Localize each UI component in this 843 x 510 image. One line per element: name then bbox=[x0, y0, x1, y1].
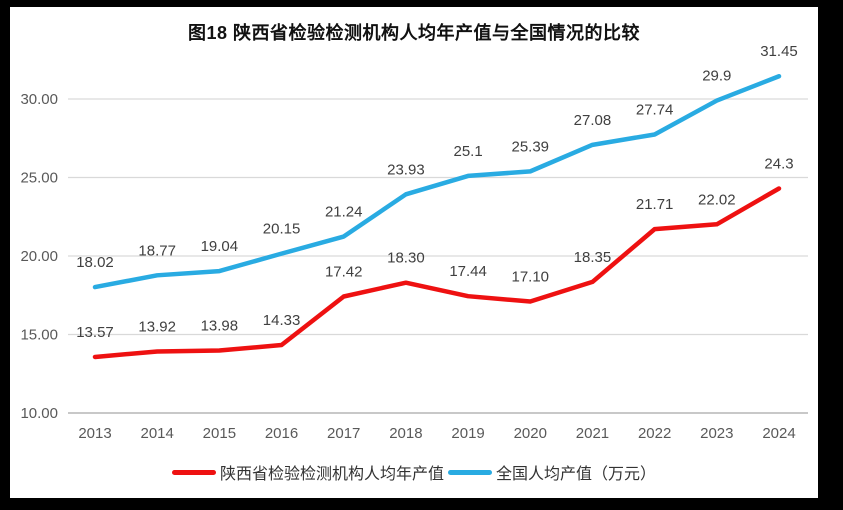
legend-item-national: 全国人均产值（万元） bbox=[448, 460, 656, 484]
chart-legend: 陕西省检验检测机构人均年产值 全国人均产值（万元） bbox=[10, 460, 818, 484]
data-label: 21.24 bbox=[325, 204, 363, 221]
line-chart-plot-area: 10.00 15.00 20.00 25.00 30.00 2013 2014 2015 201… bbox=[20, 43, 808, 442]
legend-item-shaanxi: 陕西省检验检测机构人均年产值 bbox=[171, 460, 444, 484]
y-tick-label: 15.00 bbox=[20, 327, 58, 344]
y-tick-label: 30.00 bbox=[20, 91, 58, 108]
data-label: 24.3 bbox=[764, 155, 793, 172]
data-label: 18.30 bbox=[387, 250, 425, 267]
x-tick-label: 2015 bbox=[203, 425, 236, 442]
data-label: 13.92 bbox=[138, 318, 176, 335]
x-tick-label: 2013 bbox=[78, 425, 111, 442]
data-label: 17.10 bbox=[511, 269, 549, 286]
legend-label-shaanxi: 陕西省检验检测机构人均年产值 bbox=[219, 466, 444, 483]
chart-title: 图18 陕西省检验检测机构人均年产值与全国情况的比较 bbox=[187, 23, 641, 43]
data-label: 20.15 bbox=[263, 221, 301, 238]
national-line-swatch-icon bbox=[448, 469, 492, 475]
y-tick-label: 10.00 bbox=[20, 405, 58, 422]
data-label: 27.08 bbox=[574, 112, 612, 129]
data-label: 27.74 bbox=[636, 101, 674, 118]
data-label: 29.9 bbox=[702, 68, 731, 85]
y-tick-label: 20.00 bbox=[20, 248, 58, 265]
figure-frame: 图18 陕西省检验检测机构人均年产值与全国情况的比较 10.00 15.00 20.… bbox=[10, 7, 818, 498]
x-tick-label: 2023 bbox=[700, 425, 733, 442]
data-label: 21.71 bbox=[636, 196, 674, 213]
data-label: 22.02 bbox=[698, 191, 736, 208]
data-label: 18.77 bbox=[138, 242, 176, 259]
data-label: 13.98 bbox=[201, 318, 239, 335]
x-tick-label: 2019 bbox=[451, 425, 484, 442]
data-label: 18.02 bbox=[76, 254, 114, 271]
shaanxi-line-swatch-icon bbox=[171, 469, 216, 475]
data-label: 23.93 bbox=[387, 161, 425, 178]
x-tick-label: 2020 bbox=[514, 425, 547, 442]
data-label: 31.45 bbox=[760, 43, 798, 60]
series-line bbox=[92, 186, 782, 360]
data-label: 17.42 bbox=[325, 264, 363, 281]
data-label: 17.44 bbox=[449, 263, 487, 280]
x-tick-label: 2022 bbox=[638, 425, 671, 442]
legend-label-national: 全国人均产值（万元） bbox=[496, 466, 657, 483]
series-line bbox=[92, 73, 782, 290]
x-tick-label: 2018 bbox=[389, 425, 422, 442]
x-tick-label: 2021 bbox=[576, 425, 609, 442]
data-label: 18.35 bbox=[574, 249, 612, 266]
y-tick-label: 25.00 bbox=[20, 170, 58, 187]
x-tick-label: 2024 bbox=[762, 425, 795, 442]
data-label: 13.57 bbox=[76, 324, 114, 341]
x-tick-label: 2017 bbox=[327, 425, 360, 442]
data-label: 19.04 bbox=[201, 238, 239, 255]
data-label: 25.1 bbox=[453, 143, 482, 160]
data-label: 14.33 bbox=[263, 312, 301, 329]
data-label: 25.39 bbox=[511, 138, 549, 155]
x-tick-label: 2014 bbox=[140, 425, 173, 442]
x-tick-label: 2016 bbox=[265, 425, 298, 442]
